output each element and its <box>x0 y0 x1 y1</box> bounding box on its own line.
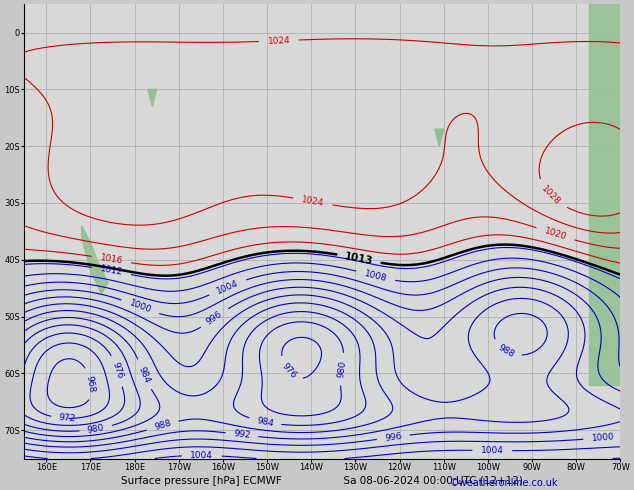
X-axis label: Surface pressure [hPa] ECMWF                   Sa 08-06-2024 00:00 UTC (12+12): Surface pressure [hPa] ECMWF Sa 08-06-20… <box>121 476 523 486</box>
Polygon shape <box>82 226 108 294</box>
Text: 980: 980 <box>87 423 105 435</box>
Text: 1020: 1020 <box>543 226 568 242</box>
Text: 1013: 1013 <box>344 251 374 266</box>
Text: 1008: 1008 <box>363 269 388 283</box>
Polygon shape <box>148 89 157 106</box>
Text: 1028: 1028 <box>540 184 562 207</box>
Text: 1024: 1024 <box>267 36 290 46</box>
Text: 988: 988 <box>496 343 515 359</box>
Text: 1024: 1024 <box>301 195 325 208</box>
Text: 1004: 1004 <box>190 451 213 460</box>
Text: 984: 984 <box>136 365 152 384</box>
Text: 976: 976 <box>280 361 298 380</box>
Text: 996: 996 <box>205 309 224 327</box>
Bar <box>590 0 633 385</box>
Text: 1004: 1004 <box>481 446 504 455</box>
Text: 984: 984 <box>256 416 275 428</box>
Text: 968: 968 <box>85 374 96 393</box>
Text: 1000: 1000 <box>128 298 153 315</box>
Text: 980: 980 <box>337 360 347 378</box>
Text: 992: 992 <box>233 429 251 441</box>
Text: 1000: 1000 <box>592 432 615 443</box>
Text: 988: 988 <box>153 419 172 432</box>
Text: 1004: 1004 <box>216 278 240 295</box>
Text: 1012: 1012 <box>100 264 124 277</box>
Text: 1016: 1016 <box>100 253 124 266</box>
Text: 996: 996 <box>384 432 403 443</box>
Text: ©weatheronline.co.uk: ©weatheronline.co.uk <box>450 478 558 488</box>
Text: 976: 976 <box>110 361 124 381</box>
Text: 972: 972 <box>59 413 77 423</box>
Polygon shape <box>435 129 444 146</box>
